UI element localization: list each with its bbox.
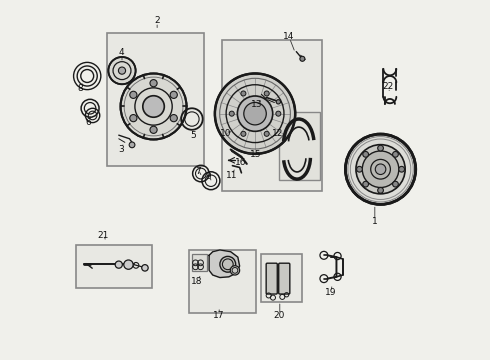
Circle shape bbox=[363, 181, 368, 187]
Text: 6: 6 bbox=[85, 118, 91, 127]
Circle shape bbox=[345, 134, 416, 204]
Text: 4: 4 bbox=[119, 48, 124, 57]
Circle shape bbox=[375, 164, 386, 175]
Circle shape bbox=[237, 96, 273, 131]
Text: 1: 1 bbox=[372, 217, 378, 226]
Circle shape bbox=[378, 145, 383, 151]
Bar bbox=[190, 250, 256, 313]
Text: 12: 12 bbox=[271, 129, 283, 138]
Bar bbox=[192, 254, 207, 271]
Text: 20: 20 bbox=[273, 311, 285, 320]
Bar bbox=[221, 40, 322, 191]
Circle shape bbox=[230, 266, 240, 275]
Text: 13: 13 bbox=[251, 100, 262, 109]
Text: 2: 2 bbox=[154, 16, 160, 25]
Circle shape bbox=[392, 152, 398, 157]
Circle shape bbox=[170, 114, 177, 122]
Circle shape bbox=[143, 96, 164, 117]
Circle shape bbox=[276, 100, 280, 104]
Circle shape bbox=[362, 151, 399, 188]
Circle shape bbox=[363, 152, 368, 157]
Circle shape bbox=[392, 181, 398, 187]
Text: 17: 17 bbox=[214, 311, 225, 320]
Bar bbox=[279, 112, 320, 180]
Circle shape bbox=[121, 73, 187, 139]
Circle shape bbox=[108, 57, 136, 84]
Text: 18: 18 bbox=[191, 276, 203, 285]
FancyBboxPatch shape bbox=[266, 263, 277, 294]
Circle shape bbox=[357, 166, 362, 172]
Text: 14: 14 bbox=[283, 32, 294, 41]
Bar bbox=[107, 33, 204, 166]
Text: 9: 9 bbox=[205, 172, 211, 181]
Text: 5: 5 bbox=[190, 131, 196, 140]
Circle shape bbox=[356, 145, 405, 194]
Circle shape bbox=[378, 188, 383, 193]
Circle shape bbox=[124, 260, 133, 269]
Circle shape bbox=[150, 80, 157, 87]
Circle shape bbox=[215, 73, 295, 154]
Text: 10: 10 bbox=[220, 129, 231, 138]
Circle shape bbox=[276, 111, 281, 116]
Circle shape bbox=[241, 131, 246, 136]
Circle shape bbox=[170, 91, 177, 98]
Text: 7: 7 bbox=[195, 167, 200, 176]
Text: 22: 22 bbox=[383, 82, 394, 91]
Circle shape bbox=[229, 111, 234, 116]
Circle shape bbox=[244, 102, 266, 125]
Circle shape bbox=[142, 265, 148, 271]
Circle shape bbox=[119, 67, 125, 74]
Circle shape bbox=[150, 126, 157, 134]
Circle shape bbox=[220, 256, 236, 272]
Circle shape bbox=[130, 91, 137, 98]
Circle shape bbox=[300, 56, 305, 61]
Text: 21: 21 bbox=[98, 231, 109, 240]
Text: 11: 11 bbox=[225, 171, 237, 180]
Circle shape bbox=[241, 91, 246, 96]
Bar bbox=[76, 244, 152, 288]
Text: 19: 19 bbox=[325, 288, 337, 297]
Text: 3: 3 bbox=[119, 145, 124, 154]
Circle shape bbox=[115, 261, 122, 268]
Circle shape bbox=[129, 142, 135, 148]
FancyBboxPatch shape bbox=[279, 263, 290, 294]
Circle shape bbox=[399, 166, 405, 172]
Circle shape bbox=[264, 91, 269, 96]
Circle shape bbox=[264, 131, 269, 136]
Text: 8: 8 bbox=[77, 84, 83, 93]
Circle shape bbox=[130, 114, 137, 122]
Text: 15: 15 bbox=[250, 150, 262, 159]
Text: 16: 16 bbox=[235, 158, 246, 167]
Bar bbox=[261, 253, 302, 302]
Polygon shape bbox=[209, 250, 240, 278]
